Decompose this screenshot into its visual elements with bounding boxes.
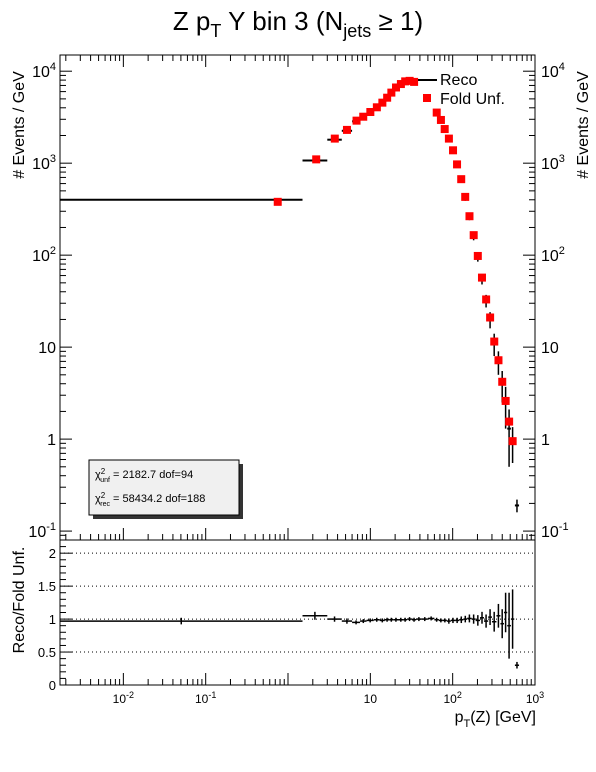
chi2-stats-box: χ2 unf = 2182.7 dof=94 χ2 rec = 58434.2 do…	[88, 459, 243, 519]
fold-marker	[465, 212, 474, 221]
fold-marker	[457, 175, 466, 184]
legend-fold-marker	[423, 94, 431, 102]
fold-marker	[392, 83, 401, 92]
y-axis-label-right: # Events / GeV	[575, 71, 592, 179]
x-tick-label: 10-2	[113, 690, 134, 706]
fold-marker	[490, 337, 499, 346]
y-tick-label-left: 10-1	[28, 521, 56, 541]
fold-marker	[482, 295, 491, 304]
fold-marker	[401, 77, 410, 86]
fold-marker	[461, 192, 470, 201]
y-tick-label-left: 10	[38, 340, 56, 357]
fold-marker	[498, 377, 507, 386]
fold-marker	[352, 116, 361, 125]
fold-marker	[410, 77, 419, 86]
y-tick-label-right: 102	[541, 245, 565, 265]
x-tick-label: 102	[443, 690, 461, 706]
fold-marker	[469, 231, 478, 240]
fold-marker	[453, 160, 462, 169]
fold-marker	[508, 437, 517, 446]
ratio-y-tick-label: 2	[49, 546, 56, 561]
chart-title: Z pT Y bin 3 (Njets ≥ 1)	[173, 6, 423, 41]
ratio-y-tick-label: 1	[49, 612, 56, 627]
y-tick-label-right: 10-1	[541, 521, 569, 541]
fold-marker	[501, 396, 510, 405]
x-axis-label: pT(Z) [GeV]	[455, 709, 536, 730]
y-tick-label-right: 1	[541, 432, 550, 449]
y-tick-label-left: 103	[32, 153, 56, 173]
y-tick-label-right: 103	[541, 153, 565, 173]
ratio-y-tick-label: 0	[49, 678, 56, 693]
fold-marker	[372, 103, 381, 112]
fold-marker	[396, 80, 405, 89]
fold-marker	[378, 98, 387, 107]
fold-marker	[273, 197, 282, 206]
fold-marker	[473, 251, 482, 260]
y-tick-label-left: 1	[47, 432, 56, 449]
fold-marker	[387, 88, 396, 97]
fold-marker	[440, 125, 449, 134]
legend: Reco Fold Unf.	[418, 72, 505, 108]
fold-marker	[477, 273, 486, 282]
ratio-y-tick-label: 1.5	[38, 579, 56, 594]
fold-marker	[449, 146, 458, 155]
fold-marker	[444, 134, 453, 143]
x-tick-label: 10	[364, 692, 378, 706]
chi2-unf-text: χ2 unf = 2182.7 dof=94	[95, 467, 193, 484]
ratio-y-tick-label: 0.5	[38, 645, 56, 660]
y-axis-label-left: # Events / GeV	[11, 71, 28, 179]
fold-marker	[436, 115, 445, 124]
fold-marker	[405, 76, 414, 85]
x-tick-label: 10-1	[195, 690, 216, 706]
fold-marker	[383, 93, 392, 102]
fold-marker	[366, 108, 375, 117]
stats-box-panel	[88, 459, 240, 516]
y-tick-label-right: 104	[541, 61, 565, 81]
main-series-marks	[60, 76, 520, 513]
legend-fold-label: Fold Unf.	[440, 91, 505, 108]
y-tick-label-left: 104	[32, 61, 56, 81]
y-tick-label-right: 10	[541, 340, 559, 357]
chi2-rec-text: χ2 rec = 58434.2 dof=188	[95, 491, 205, 508]
fold-marker	[494, 356, 503, 365]
x-tick-label: 103	[526, 690, 544, 706]
fold-marker	[486, 313, 495, 322]
ratio-y-axis-label: Reco/Fold Unf.	[11, 547, 28, 654]
fold-marker	[505, 417, 514, 426]
legend-reco-label: Reco	[440, 72, 477, 89]
fold-marker	[330, 134, 339, 143]
fold-marker	[359, 112, 368, 121]
fold-marker	[432, 108, 441, 117]
fold-marker	[342, 125, 351, 134]
ratio-series-marks	[60, 589, 520, 669]
fold-marker	[312, 155, 321, 164]
y-tick-label-left: 102	[32, 245, 56, 265]
